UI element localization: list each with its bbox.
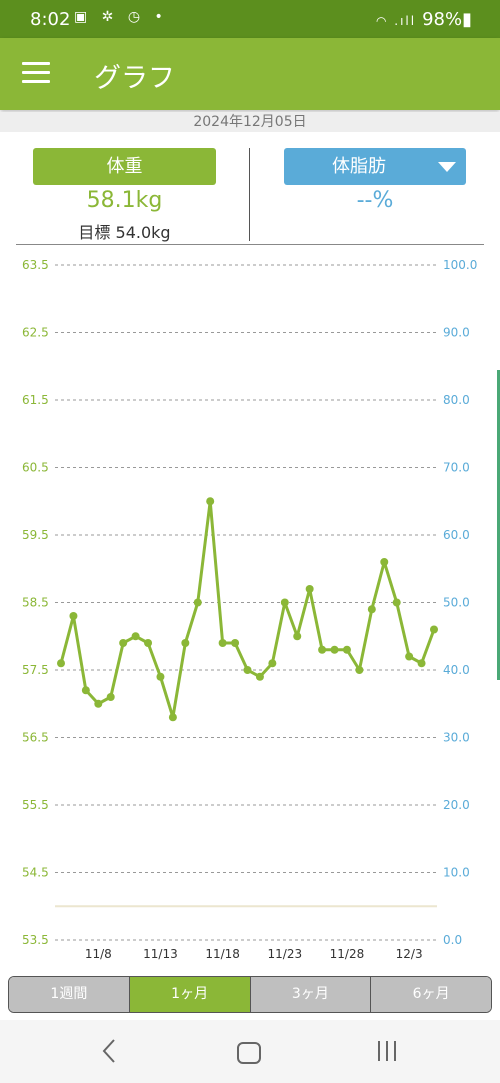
tab-1-week[interactable]: 1週間: [9, 977, 130, 1012]
hamburger-menu-icon[interactable]: [22, 62, 50, 84]
y-left-tick-label: 54.5: [22, 866, 49, 880]
date-label: 2024年12月05日: [0, 112, 500, 132]
y-left-tick-label: 63.5: [22, 258, 49, 272]
x-tick-label: 11/8: [85, 947, 112, 961]
weight-point: [168, 713, 177, 722]
y-right-tick-label: 20.0: [443, 798, 470, 812]
y-right-tick-label: 10.0: [443, 866, 470, 880]
y-right-tick-label: 50.0: [443, 596, 470, 610]
y-left-tick-label: 55.5: [22, 798, 49, 812]
weight-point: [106, 693, 115, 701]
x-tick-label: 11/23: [268, 947, 303, 961]
y-left-tick-label: 62.5: [22, 326, 49, 340]
y-left-tick-label: 57.5: [22, 663, 49, 677]
weight-point: [218, 639, 227, 647]
dropdown-triangle-icon: [438, 162, 456, 172]
weight-point: [57, 659, 65, 668]
weight-point: [81, 686, 90, 695]
signal-icon: ◠ .ıll: [375, 14, 417, 28]
status-bar: 8:02 ▣ ✲ ◷ • ◠ .ıll 98%▮: [0, 0, 500, 38]
y-right-tick-label: 70.0: [443, 461, 470, 475]
weight-value: 58.1kg: [86, 188, 163, 213]
weight-point: [280, 598, 289, 607]
status-time: 8:02: [30, 9, 71, 30]
body-fat-value: --%: [356, 188, 394, 213]
x-tick-label: 11/18: [205, 947, 240, 961]
period-tabs: 1週間 1ヶ月 3ヶ月 6ヶ月: [8, 976, 492, 1013]
weight-point: [318, 645, 327, 654]
weight-chart: 63.5 100.0 62.5 90.0 61.5 80.0 60.5 70.0 59.5 60.…: [22, 258, 477, 961]
weight-point: [131, 632, 140, 641]
tab-6-months[interactable]: 6ヶ月: [371, 977, 491, 1012]
tab-1-month[interactable]: 1ヶ月: [129, 977, 251, 1012]
weight-button[interactable]: 体重: [33, 148, 216, 185]
weight-point: [206, 497, 215, 506]
weight-goal: 目標 54.0kg: [78, 223, 171, 242]
y-right-tick-label: 90.0: [443, 326, 470, 340]
battery-level: 98%▮: [422, 9, 472, 30]
scrollbar[interactable]: [497, 370, 500, 680]
weight-point: [342, 645, 351, 654]
weight-point: [144, 639, 153, 647]
weight-point: [293, 632, 302, 641]
y-right-tick-label: 60.0: [443, 528, 470, 542]
panel-divider: [249, 148, 250, 241]
y-left-tick-label: 61.5: [22, 393, 49, 407]
weight-line: [59, 499, 436, 719]
y-left-tick-label: 60.5: [22, 461, 49, 475]
y-right-tick-label: 40.0: [443, 663, 470, 677]
status-right: ◠ .ıll 98%▮: [376, 9, 472, 30]
weight-point: [69, 612, 78, 620]
y-left-tick-label: 58.5: [22, 596, 49, 610]
body-fat-label: 体脂肪: [332, 156, 386, 177]
y-right-tick-label: 100.0: [443, 258, 477, 272]
home-icon[interactable]: [237, 1042, 261, 1064]
body-fat-dropdown[interactable]: 体脂肪: [284, 148, 466, 185]
y-right-tick-label: 30.0: [443, 731, 470, 745]
weight-point: [231, 639, 240, 647]
notification-icons: ▣ ✲ ◷ •: [74, 9, 168, 25]
weight-point: [268, 659, 277, 668]
weight-point: [305, 585, 314, 593]
x-tick-label: 12/3: [396, 947, 423, 961]
x-tick-label: 11/28: [330, 947, 365, 961]
weight-point: [243, 666, 252, 674]
weight-point: [119, 639, 128, 647]
weight-point: [330, 645, 339, 654]
weight-point: [380, 558, 389, 566]
weight-point: [430, 625, 438, 634]
weight-point: [193, 598, 202, 607]
y-left-tick-label: 53.5: [22, 933, 49, 947]
weight-point: [417, 659, 426, 668]
recent-apps-icon[interactable]: [376, 1041, 400, 1063]
system-nav-bar: [0, 1020, 500, 1083]
section-divider: [16, 244, 484, 245]
weight-point: [94, 699, 103, 708]
back-icon[interactable]: [94, 1038, 124, 1064]
app-bar: グラフ: [0, 38, 500, 110]
y-left-tick-label: 56.5: [22, 731, 49, 745]
weight-point: [405, 652, 414, 661]
weight-point: [156, 672, 165, 681]
weight-point: [367, 605, 376, 614]
y-right-tick-label: 0.0: [443, 933, 462, 947]
page-title: グラフ: [94, 63, 175, 94]
y-left-tick-label: 59.5: [22, 528, 49, 542]
y-right-tick-label: 80.0: [443, 393, 470, 407]
weight-point: [255, 672, 264, 681]
weight-point: [181, 639, 190, 647]
tab-3-months[interactable]: 3ヶ月: [250, 977, 372, 1012]
x-tick-label: 11/13: [143, 947, 178, 961]
weight-point: [392, 598, 401, 607]
weight-point: [355, 666, 364, 674]
